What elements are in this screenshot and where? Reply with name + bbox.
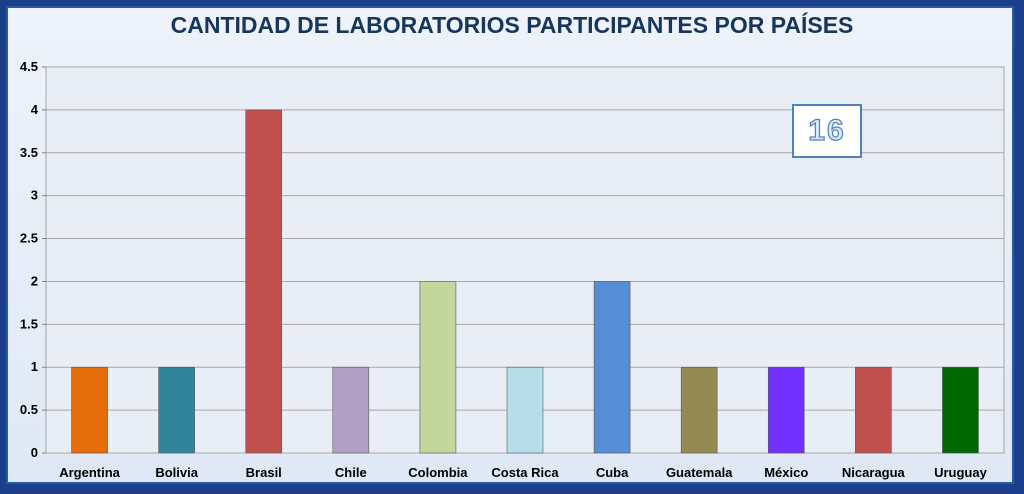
y-tick-label: 4	[31, 102, 39, 117]
y-tick-label: 1	[31, 359, 38, 374]
y-tick-label: 1.5	[20, 316, 38, 331]
y-tick-label: 0.5	[20, 402, 38, 417]
x-tick-label: Bolivia	[155, 465, 198, 480]
bar-chile	[332, 366, 370, 454]
y-tick-label: 3	[31, 188, 38, 203]
bar-cuba	[593, 281, 631, 454]
bar-guatemala	[680, 366, 718, 454]
x-axis-ticks: Argentina Bolivia Brasil Chile Colombia Costa…	[59, 465, 987, 480]
x-tick-label: Guatemala	[666, 465, 733, 480]
x-tick-label: Chile	[335, 465, 367, 480]
bar-brasil	[245, 109, 283, 454]
x-tick-label: Brasil	[246, 465, 282, 480]
bar-uruguay	[942, 366, 979, 454]
y-tick-label: 2	[31, 273, 38, 288]
total-badge: 16	[792, 104, 862, 158]
x-tick-label: Uruguay	[934, 465, 988, 480]
x-tick-label: México	[764, 465, 808, 480]
bars	[71, 109, 979, 454]
bar-nicaragua	[855, 366, 892, 454]
bar-colombia	[419, 281, 457, 454]
x-tick-label: Argentina	[59, 465, 120, 480]
x-tick-label: Cuba	[596, 465, 629, 480]
gridlines	[42, 66, 1004, 454]
y-tick-label: 3.5	[20, 145, 38, 160]
bar-méxico	[767, 366, 805, 454]
x-tick-label: Colombia	[408, 465, 468, 480]
y-axis-ticks: 0 0.5 1 1.5 2 2.5 3 3.5 4 4.5	[20, 59, 39, 460]
bar-costa-rica	[506, 366, 544, 454]
x-tick-label: Nicaragua	[842, 465, 906, 480]
chart-title: CANTIDAD DE LABORATORIOS PARTICIPANTES P…	[170, 12, 854, 38]
bar-bolivia	[158, 366, 195, 454]
bar-argentina	[71, 366, 108, 454]
y-tick-label: 0	[31, 445, 38, 460]
x-tick-label: Costa Rica	[491, 465, 559, 480]
y-tick-label: 4.5	[20, 59, 38, 74]
y-tick-label: 2.5	[20, 231, 38, 246]
